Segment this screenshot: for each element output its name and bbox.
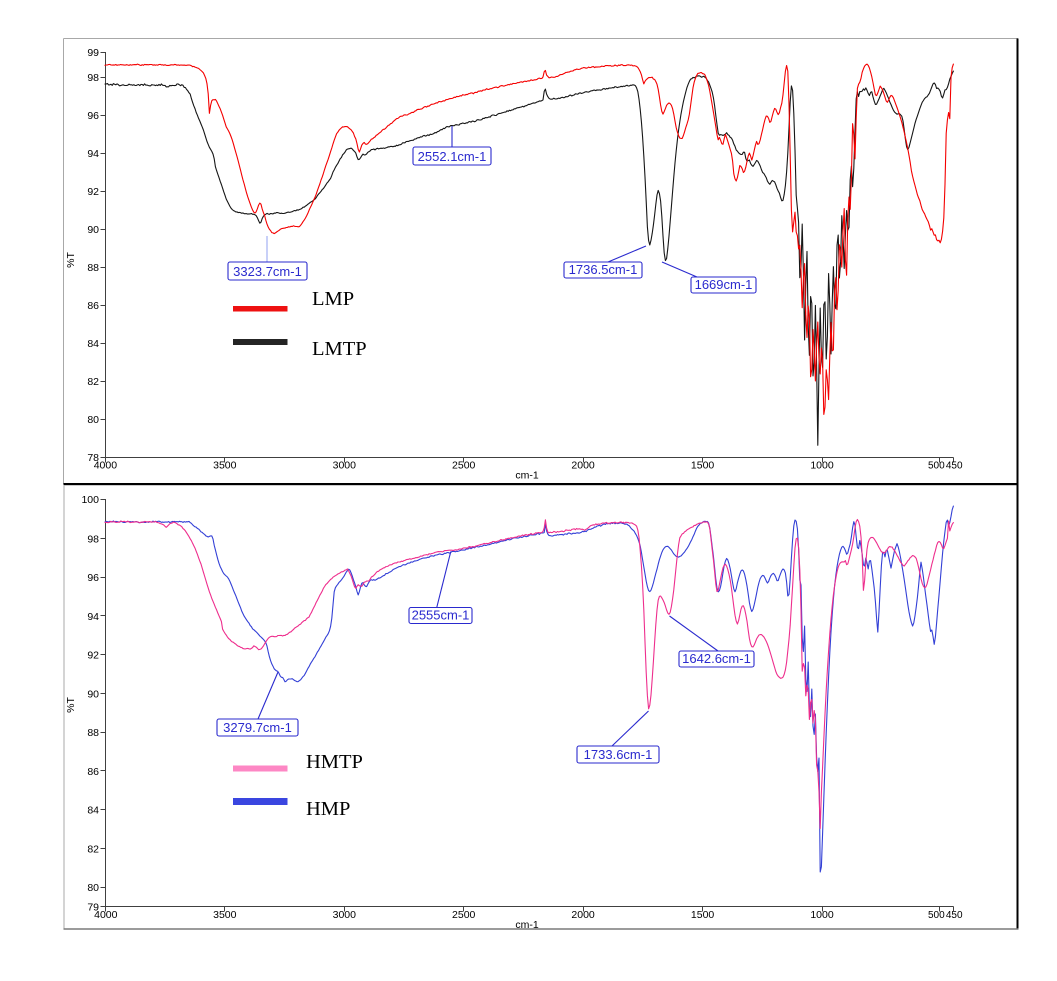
svg-text:99: 99 (87, 47, 99, 59)
svg-text:3279.7cm-1: 3279.7cm-1 (223, 720, 292, 735)
svg-text:%T: %T (65, 697, 77, 713)
svg-text:2555cm-1: 2555cm-1 (412, 608, 470, 623)
svg-text:2000: 2000 (571, 909, 595, 921)
svg-text:92: 92 (87, 650, 99, 662)
svg-text:cm-1: cm-1 (515, 919, 538, 931)
svg-text:86: 86 (87, 766, 99, 778)
svg-text:82: 82 (87, 376, 99, 388)
svg-text:98: 98 (87, 72, 99, 84)
svg-text:HMTP: HMTP (306, 751, 363, 773)
svg-text:2500: 2500 (452, 460, 476, 472)
svg-text:78: 78 (87, 452, 99, 464)
svg-text:88: 88 (87, 727, 99, 739)
svg-text:96: 96 (87, 110, 99, 122)
svg-text:94: 94 (87, 148, 99, 160)
svg-text:3000: 3000 (333, 909, 357, 921)
svg-text:2552.1cm-1: 2552.1cm-1 (418, 149, 487, 164)
svg-text:92: 92 (87, 186, 99, 198)
svg-text:4000: 4000 (94, 460, 118, 472)
svg-text:500: 500 (928, 461, 945, 472)
svg-text:1733.6cm-1: 1733.6cm-1 (584, 747, 653, 762)
svg-text:3500: 3500 (213, 460, 237, 472)
svg-text:94: 94 (87, 611, 99, 623)
svg-text:1500: 1500 (691, 460, 715, 472)
svg-text:2500: 2500 (452, 909, 476, 921)
svg-text:2000: 2000 (571, 460, 595, 472)
svg-text:84: 84 (87, 805, 99, 817)
svg-text:450: 450 (946, 461, 963, 472)
svg-text:HMP: HMP (306, 798, 350, 820)
svg-text:84: 84 (87, 338, 99, 350)
svg-text:3323.7cm-1: 3323.7cm-1 (233, 264, 302, 279)
svg-text:96: 96 (87, 572, 99, 584)
svg-text:1000: 1000 (810, 909, 834, 921)
svg-text:450: 450 (946, 910, 963, 921)
svg-text:79: 79 (87, 902, 99, 914)
svg-text:100: 100 (81, 494, 99, 506)
svg-text:LMP: LMP (312, 288, 354, 310)
svg-text:90: 90 (87, 688, 99, 700)
svg-text:86: 86 (87, 300, 99, 312)
svg-text:500: 500 (928, 910, 945, 921)
svg-text:90: 90 (87, 224, 99, 236)
svg-text:88: 88 (87, 262, 99, 274)
svg-text:98: 98 (87, 533, 99, 545)
svg-text:3000: 3000 (333, 460, 357, 472)
svg-text:1500: 1500 (691, 909, 715, 921)
svg-text:LMTP: LMTP (312, 338, 367, 360)
svg-text:80: 80 (87, 414, 99, 426)
svg-text:1736.5cm-1: 1736.5cm-1 (569, 262, 638, 277)
svg-text:4000: 4000 (94, 909, 118, 921)
svg-text:%T: %T (65, 252, 77, 268)
svg-text:cm-1: cm-1 (515, 470, 538, 482)
svg-text:1642.6cm-1: 1642.6cm-1 (682, 651, 751, 666)
svg-text:1669cm-1: 1669cm-1 (695, 277, 753, 292)
svg-text:82: 82 (87, 843, 99, 855)
svg-text:80: 80 (87, 882, 99, 894)
svg-text:3500: 3500 (213, 909, 237, 921)
svg-text:1000: 1000 (810, 460, 834, 472)
